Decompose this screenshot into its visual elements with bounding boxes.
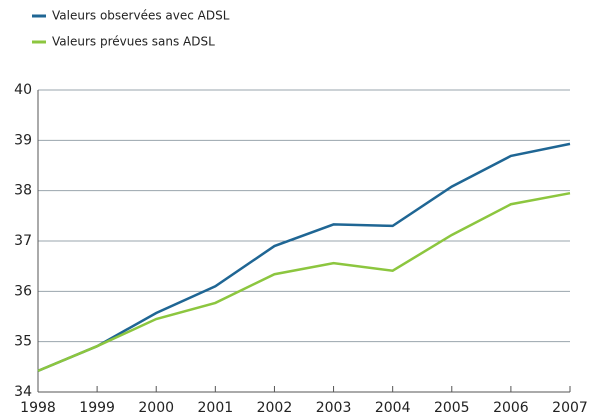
y-tick-label: 38 [14,183,32,199]
x-tick-label: 1999 [79,400,115,416]
x-tick-label: 2006 [493,400,529,416]
y-tick-label: 34 [14,384,32,400]
legend-label: Valeurs observées avec ADSL [52,9,230,23]
x-tick-label: 2007 [552,400,588,416]
y-tick-label: 37 [14,233,32,249]
x-tick-label: 2000 [138,400,174,416]
y-tick-label: 40 [14,82,32,98]
x-tick-label: 1998 [20,400,56,416]
x-tick-label: 2004 [375,400,411,416]
x-tick-label: 2005 [434,400,470,416]
x-tick-label: 2003 [316,400,352,416]
y-tick-label: 36 [14,283,32,299]
x-tick-label: 2002 [257,400,293,416]
line-series [37,191,571,373]
line-series [37,142,571,373]
y-tick-label: 35 [14,334,32,350]
legend-label: Valeurs prévues sans ADSL [52,35,215,49]
x-tick-label: 2001 [198,400,234,416]
y-tick-label: 39 [14,132,32,148]
